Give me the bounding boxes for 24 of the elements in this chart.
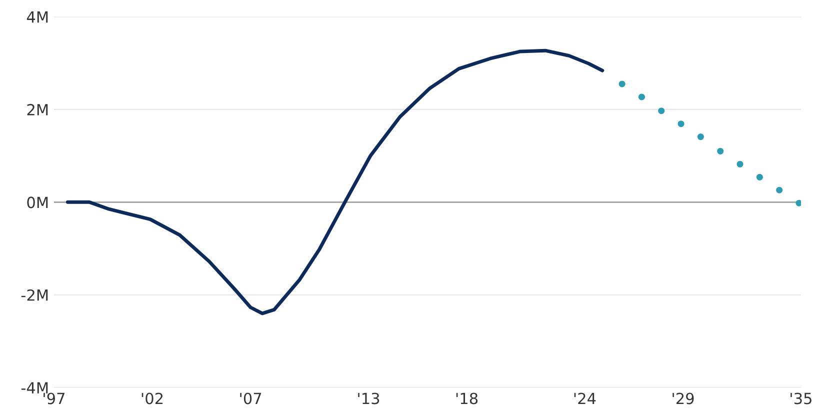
point (736, 160, 744, 168)
y-tick-label: -2M (21, 289, 48, 301)
x-tick-label: '35 (790, 392, 812, 404)
y-tick-label: 2M (27, 104, 48, 116)
x-tick-label: '18 (456, 392, 478, 404)
x-tick-label: '02 (142, 392, 163, 404)
point (776, 186, 783, 194)
x-tick-label: '13 (358, 392, 380, 404)
x-tick-label: '97 (44, 392, 64, 404)
x-tick-label: '29 (672, 392, 694, 404)
point (678, 120, 684, 128)
point (697, 134, 704, 140)
y-tick-label: 4M (26, 11, 48, 23)
point (796, 200, 801, 206)
point (717, 148, 724, 154)
y-tick-label: 0M (27, 196, 48, 208)
point (756, 174, 763, 180)
x-tick-label: '07 (240, 392, 262, 404)
point (618, 80, 626, 88)
y-tick-label: -4M (21, 382, 48, 394)
line-series (66, 48, 604, 316)
x-tick-label: '24 (574, 392, 596, 404)
point (638, 94, 645, 100)
point (658, 108, 665, 114)
